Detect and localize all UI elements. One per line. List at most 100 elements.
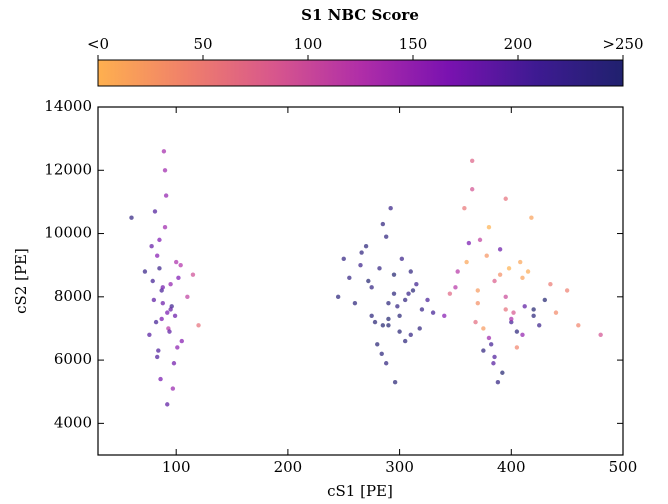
- scatter-point: [522, 304, 527, 309]
- colorbar-tick-label: >250: [602, 35, 643, 53]
- scatter-point: [414, 281, 419, 287]
- scatter-point: [347, 275, 352, 281]
- scatter-point: [172, 313, 178, 318]
- scatter-point: [383, 361, 389, 366]
- scatter-point: [359, 250, 364, 255]
- scatter-point: [375, 342, 380, 347]
- scatter-point: [495, 380, 501, 385]
- y-tick-label: 6000: [54, 350, 92, 368]
- scatter-point: [477, 237, 483, 243]
- scatter-point: [165, 310, 170, 315]
- scatter-point: [497, 272, 503, 277]
- scatter-point: [391, 291, 397, 296]
- scatter-point: [529, 215, 534, 220]
- scatter-point: [335, 294, 341, 300]
- scatter-point: [481, 326, 486, 331]
- scatter-point: [380, 323, 386, 328]
- scatter-point: [160, 300, 165, 306]
- scatter-point: [514, 345, 520, 350]
- scatter-point: [531, 313, 536, 318]
- scatter-point: [156, 348, 161, 353]
- scatter-point: [383, 234, 389, 239]
- scatter-point: [152, 209, 158, 214]
- scatter-point: [503, 294, 508, 300]
- scatter-point: [509, 319, 514, 325]
- scatter-point: [525, 269, 531, 274]
- scatter-point: [153, 319, 159, 325]
- colorbar-tick-label: 200: [504, 35, 533, 53]
- scatter-point: [190, 272, 196, 277]
- scatter-point: [386, 316, 391, 322]
- scatter-point: [369, 313, 374, 318]
- scatter-point: [542, 297, 548, 303]
- scatter-point: [408, 269, 413, 274]
- scatter-point: [386, 323, 391, 328]
- scatter-point: [464, 259, 469, 265]
- scatter-point: [486, 335, 492, 341]
- scatter-point: [447, 291, 453, 296]
- scatter-point: [196, 323, 201, 328]
- scatter-point: [397, 313, 402, 318]
- scatter-point: [366, 278, 371, 284]
- scatter-point: [406, 291, 411, 296]
- scatter-point: [150, 278, 155, 284]
- scatter-point: [488, 342, 494, 347]
- y-tick-label: 4000: [54, 413, 92, 431]
- scatter-point: [462, 206, 467, 211]
- scatter-point: [158, 376, 163, 382]
- scatter-point: [168, 307, 173, 312]
- colorbar-title: S1 NBC Score: [301, 6, 419, 24]
- y-tick-label: 8000: [54, 287, 92, 305]
- scatter-point: [175, 345, 180, 350]
- scatter-point: [161, 149, 167, 154]
- scatter-point: [397, 329, 402, 334]
- scatter-point: [162, 225, 168, 230]
- scatter-point: [159, 316, 164, 322]
- scatter-point: [147, 332, 152, 337]
- scatter-point: [417, 326, 422, 331]
- scatter-point: [391, 272, 397, 277]
- scatter-point: [155, 354, 160, 360]
- scatter-point: [358, 262, 363, 268]
- scatter-point: [386, 300, 391, 306]
- x-tick-label: 100: [162, 458, 191, 476]
- scatter-point: [379, 351, 384, 356]
- y-tick-label: 12000: [44, 160, 92, 178]
- scatter-point: [475, 288, 480, 293]
- scatter-point: [163, 193, 169, 198]
- scatter-point: [178, 262, 183, 268]
- x-axis-label: cS1 [PE]: [327, 482, 393, 500]
- scatter-point: [395, 304, 400, 309]
- scatter-point: [388, 206, 393, 211]
- scatter-point: [466, 240, 472, 246]
- scatter-point: [520, 275, 525, 281]
- colorbar: [97, 59, 624, 87]
- scatter-point: [363, 244, 369, 249]
- scatter-point: [481, 348, 486, 353]
- scatter-point: [509, 316, 514, 322]
- scatter-point: [157, 266, 162, 271]
- scatter-point: [531, 307, 536, 312]
- scatter-point: [511, 310, 516, 315]
- y-tick-label: 14000: [44, 97, 92, 115]
- scatter-point: [553, 310, 559, 315]
- colorbar-tick-label: 50: [193, 35, 212, 53]
- x-tick-label: 300: [385, 458, 414, 476]
- scatter-point: [171, 361, 177, 366]
- scatter-point: [491, 361, 496, 366]
- scatter-point: [500, 370, 505, 375]
- scatter-point: [564, 288, 570, 293]
- scatter-point: [377, 266, 382, 271]
- scatter-point: [492, 354, 497, 360]
- scatter-point: [399, 256, 405, 262]
- scatter-point: [455, 269, 460, 274]
- scatter-point: [149, 244, 154, 249]
- scatter-point: [514, 329, 520, 334]
- scatter-point: [168, 281, 173, 287]
- scatter-point: [425, 297, 430, 303]
- scatter-point: [470, 158, 475, 163]
- scatter-point: [142, 269, 148, 274]
- scatter-point: [497, 247, 503, 252]
- scatter-point: [537, 323, 542, 328]
- scatter-point: [492, 278, 497, 284]
